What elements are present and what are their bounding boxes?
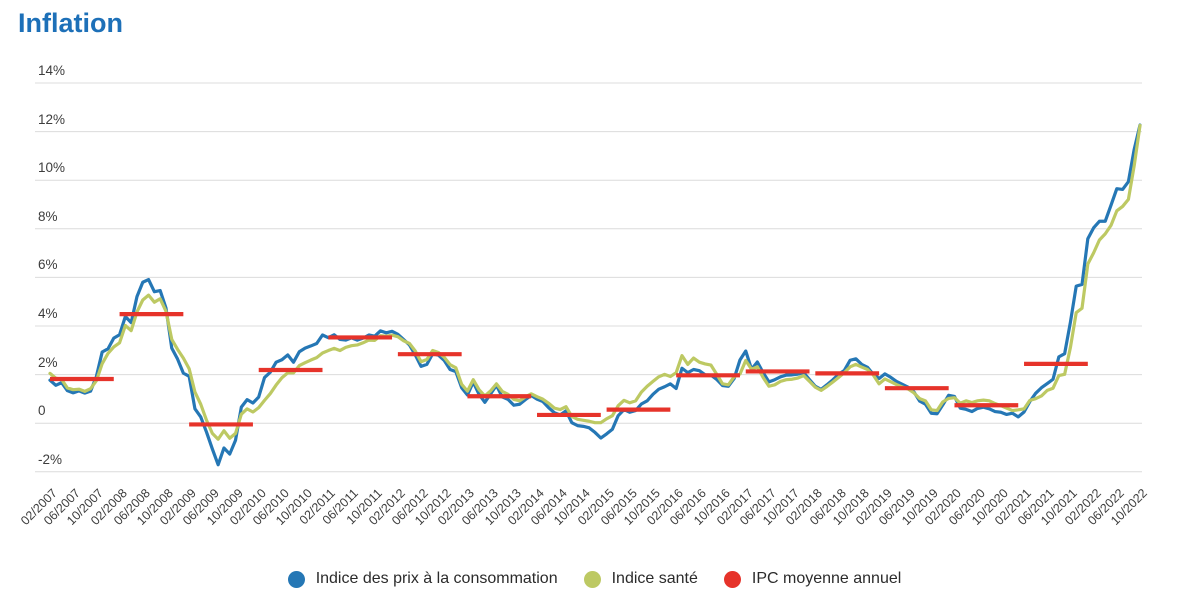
y-tick-label: 12%	[38, 111, 66, 127]
legend-label: Indice des prix à la consommation	[315, 570, 558, 587]
plot-svg	[35, 82, 1142, 473]
y-tick-label: 6%	[38, 257, 58, 273]
legend-item-annual-average[interactable]: IPC moyenne annuel	[723, 570, 902, 588]
annual-average-segments	[50, 311, 1088, 427]
health-index-line	[48, 123, 1142, 441]
legend-marker-icon	[723, 570, 741, 588]
legend-marker-icon	[583, 570, 601, 588]
legend-marker-icon	[287, 570, 305, 588]
y-tick-label: 8%	[38, 208, 58, 224]
y-tick-label: 0	[38, 403, 46, 419]
y-tick-label: 14%	[38, 63, 66, 78]
legend-item-cpi[interactable]: Indice des prix à la consommation	[287, 570, 558, 588]
chart-area: 14% 12% 10% 8% 6% 4% 2% 0 -2% 02/2007 06/2007 10/2…	[18, 63, 1150, 528]
y-tick-label: 4%	[38, 306, 58, 321]
legend-item-health-index[interactable]: Indice santé	[583, 570, 698, 588]
legend-label: IPC moyenne annuel	[751, 570, 902, 587]
y-tick-label: 2%	[38, 354, 58, 370]
legend-label: Indice santé	[611, 570, 698, 587]
chart-title: Inflation	[18, 8, 123, 38]
y-tick-label: -2%	[38, 451, 63, 467]
legend: Indice des prix à la consommation Indice …	[0, 570, 1189, 588]
y-tick-label: 10%	[38, 160, 66, 176]
